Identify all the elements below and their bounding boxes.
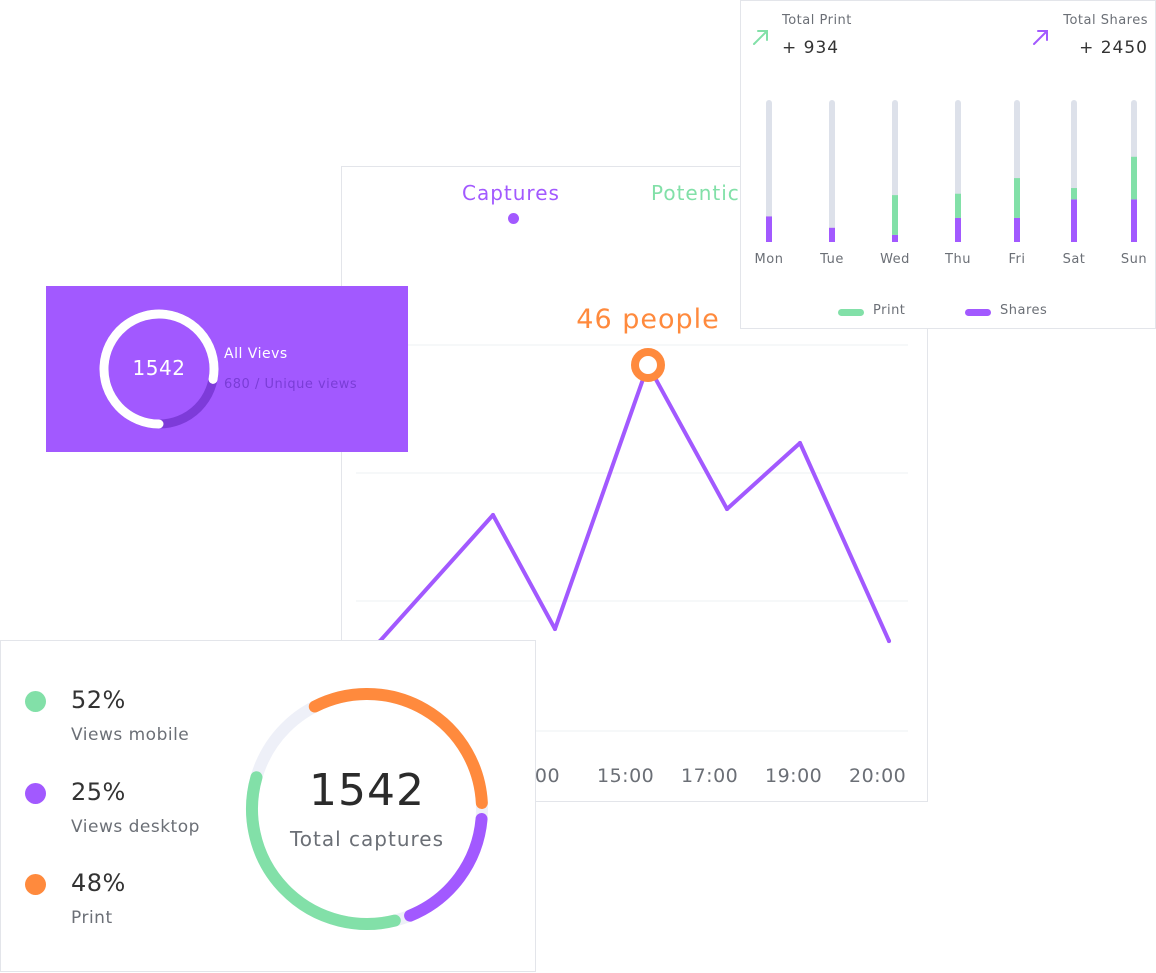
bar-track [829,100,835,242]
views-subtitle: 680 / Unique views [224,377,358,392]
day-label: Wed [880,252,910,267]
legend-pct-mobile: 52% [71,686,126,714]
total-print-label: Total Print [782,13,852,28]
legend-label-print: Print [71,908,113,928]
weekly-bar-chart-card: Total Print + 934 Total Shares + 2450 Pr… [740,0,1156,329]
legend-dot-print [25,874,46,895]
line-point [887,639,891,643]
bar-print [955,193,961,218]
day-label: Fri [1008,252,1026,267]
all-views-card: 1542 All Vievs 680 / Unique views [46,286,408,452]
legend-print-label: Print [873,303,906,318]
captures-series-line [378,363,891,643]
x-tick-label: 15:00 [597,765,655,787]
day-label: Mon [754,252,784,267]
legend-pct-print: 48% [71,869,126,897]
bar-print [892,195,898,235]
legend-shares-swatch [965,309,991,316]
bar-shares [1131,199,1137,242]
bar-shares [766,216,772,242]
donut-total-number: 1542 [309,765,425,816]
arrow-up-right-icon [1033,30,1048,45]
x-tick-label: 19:00 [765,765,823,787]
legend-dot-mobile [25,691,46,712]
donut-segment-mobile[interactable] [246,771,401,930]
donut-segment-desktop[interactable] [404,813,488,922]
tab-potential[interactable]: Potentic [651,181,740,205]
line-point [491,513,495,517]
day-label: Thu [945,252,971,267]
legend-print-swatch [838,309,864,316]
legend-label-desktop: Views desktop [71,817,200,837]
views-title: All Vievs [224,346,288,362]
total-shares-label: Total Shares [1063,13,1148,28]
views-total-number: 1542 [132,356,186,380]
bar-track [766,100,772,242]
bar-shares [955,217,961,242]
day-label: Sun [1120,252,1148,267]
bar-shares [892,234,898,242]
captures-donut-card: 52% Views mobile 25% Views desktop 48% P… [0,640,536,972]
bar-shares [1014,217,1020,242]
weekly-bars-svg [766,100,1137,242]
total-shares-value: + 2450 [1079,38,1148,58]
legend-label-mobile: Views mobile [71,725,190,745]
day-label: Sat [1062,252,1086,267]
day-label: Tue [820,252,844,267]
line-point [553,627,557,631]
bar-shares [829,227,835,242]
line-point [725,507,729,511]
donut-total-label: Total captures [289,827,445,851]
line-chart-svg: 46 people [356,304,908,732]
donut-segment-print[interactable] [308,688,488,809]
views-ring-arc [99,309,219,429]
bar-shares [1071,199,1077,242]
views-ring [99,309,219,429]
x-tick-label: 20:00 [849,765,907,787]
bar-print [1014,178,1020,218]
total-print-value: + 934 [782,38,840,58]
tab-captures[interactable]: Captures [462,181,560,205]
bar-print [1071,188,1077,200]
line-point [798,441,802,445]
bar-print [1131,156,1137,200]
arrow-up-right-icon [753,30,768,45]
peak-marker[interactable] [631,348,665,382]
legend-shares-label: Shares [1000,303,1048,318]
peak-annotation-label: 46 people [576,304,719,335]
x-tick-label: 17:00 [681,765,739,787]
legend-dot-desktop [25,783,46,804]
legend-pct-desktop: 25% [71,778,126,806]
tab-active-indicator [508,213,519,224]
captures-donut-svg [246,688,488,930]
